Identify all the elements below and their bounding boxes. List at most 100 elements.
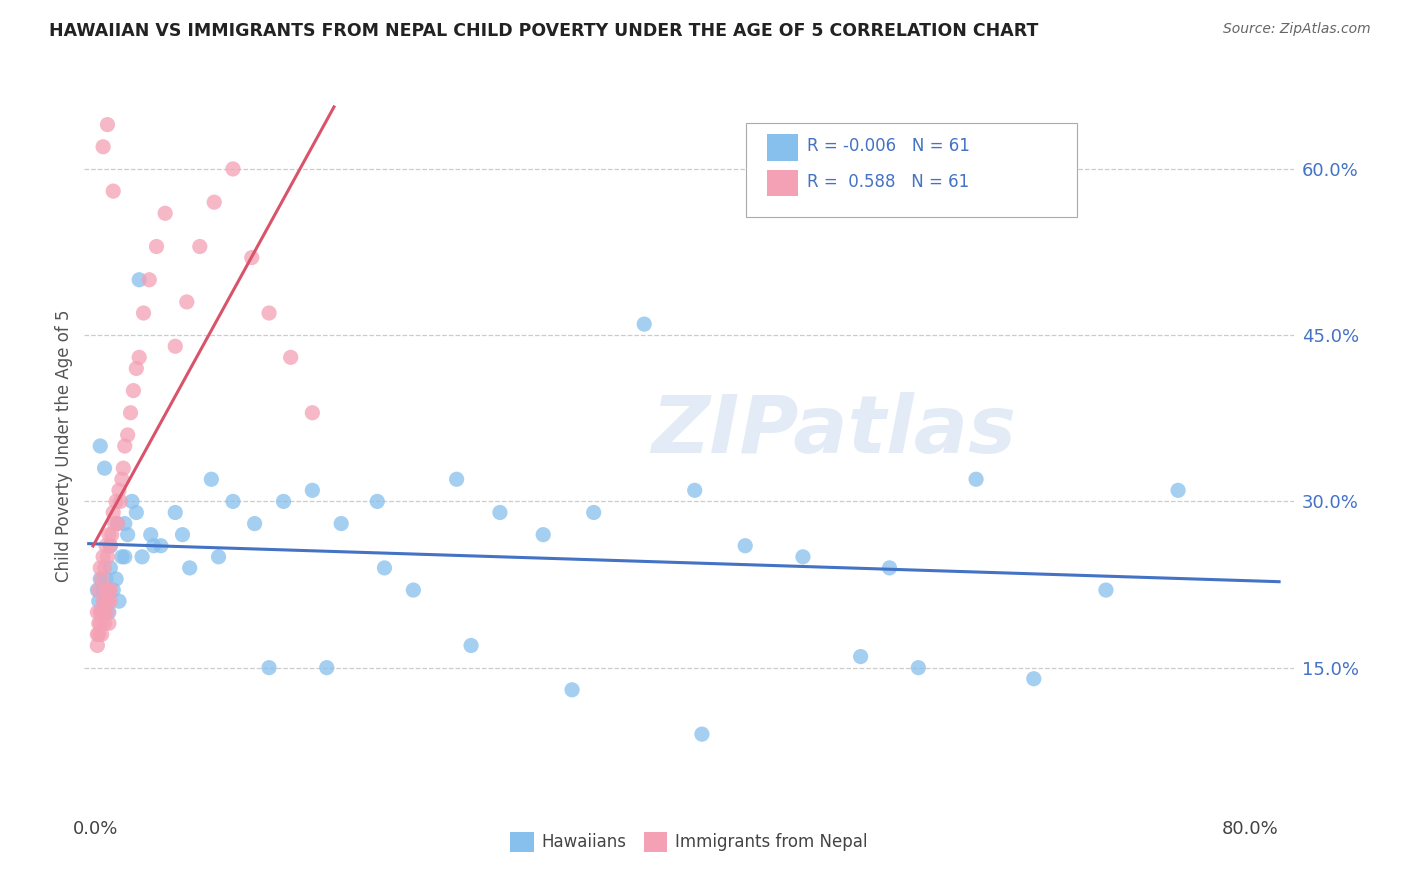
- Point: [86, 639, 108, 653]
- Point: [1167, 483, 1189, 498]
- Point: [94, 539, 117, 553]
- Point: [90, 605, 112, 619]
- Point: [207, 549, 229, 564]
- Point: [87, 583, 110, 598]
- Point: [114, 516, 136, 531]
- Text: HAWAIIAN VS IMMIGRANTS FROM NEPAL CHILD POVERTY UNDER THE AGE OF 5 CORRELATION C: HAWAIIAN VS IMMIGRANTS FROM NEPAL CHILD …: [49, 22, 1039, 40]
- Point: [165, 339, 187, 353]
- Point: [86, 627, 108, 641]
- Point: [121, 494, 143, 508]
- Text: R = -0.006   N = 61: R = -0.006 N = 61: [807, 137, 970, 155]
- Point: [86, 583, 108, 598]
- Point: [330, 516, 353, 531]
- Point: [122, 384, 145, 398]
- Point: [86, 605, 108, 619]
- Point: [93, 561, 115, 575]
- Point: [125, 506, 148, 520]
- Point: [460, 639, 482, 653]
- Point: [90, 627, 112, 641]
- Point: [690, 727, 713, 741]
- Point: [97, 583, 120, 598]
- Point: [111, 549, 134, 564]
- Point: [188, 239, 211, 253]
- Point: [103, 506, 125, 520]
- Point: [97, 605, 120, 619]
- Point: [98, 539, 121, 553]
- Point: [97, 616, 120, 631]
- Point: [90, 605, 112, 619]
- Point: [280, 351, 302, 365]
- Point: [1095, 583, 1118, 598]
- Text: Source: ZipAtlas.com: Source: ZipAtlas.com: [1223, 22, 1371, 37]
- Point: [87, 594, 110, 608]
- Point: [89, 561, 111, 575]
- Point: [114, 549, 136, 564]
- Point: [273, 494, 295, 508]
- Point: [366, 494, 388, 508]
- Point: [117, 527, 139, 541]
- Point: [792, 549, 814, 564]
- Point: [94, 572, 117, 586]
- Point: [132, 306, 155, 320]
- Point: [240, 251, 263, 265]
- Point: [153, 206, 176, 220]
- Text: R =  0.588   N = 61: R = 0.588 N = 61: [807, 173, 969, 191]
- Point: [91, 605, 114, 619]
- Point: [120, 406, 142, 420]
- Point: [734, 539, 756, 553]
- Point: [179, 561, 201, 575]
- Point: [849, 649, 872, 664]
- Point: [222, 494, 245, 508]
- Point: [128, 273, 150, 287]
- Point: [98, 561, 121, 575]
- Point: [112, 461, 135, 475]
- Point: [373, 561, 395, 575]
- Point: [257, 306, 280, 320]
- Point: [131, 549, 153, 564]
- Point: [98, 583, 121, 598]
- Point: [683, 483, 706, 498]
- Point: [96, 583, 118, 598]
- Point: [142, 539, 165, 553]
- Point: [222, 161, 245, 176]
- Point: [93, 605, 115, 619]
- Point: [243, 516, 266, 531]
- Point: [90, 572, 112, 586]
- Legend: Hawaiians, Immigrants from Nepal: Hawaiians, Immigrants from Nepal: [503, 826, 875, 858]
- Point: [301, 483, 323, 498]
- Point: [111, 472, 134, 486]
- Point: [107, 516, 129, 531]
- Point: [114, 439, 136, 453]
- Point: [138, 273, 160, 287]
- Point: [103, 184, 125, 198]
- Point: [907, 660, 929, 674]
- Point: [165, 506, 187, 520]
- Point: [93, 594, 115, 608]
- Point: [149, 539, 172, 553]
- Point: [100, 527, 122, 541]
- Y-axis label: Child Poverty Under the Age of 5: Child Poverty Under the Age of 5: [55, 310, 73, 582]
- Point: [96, 549, 118, 564]
- Point: [96, 605, 118, 619]
- Point: [257, 660, 280, 674]
- Point: [561, 682, 583, 697]
- Point: [98, 594, 121, 608]
- Point: [582, 506, 605, 520]
- Point: [176, 294, 198, 309]
- Point: [89, 439, 111, 453]
- Point: [139, 527, 162, 541]
- Point: [98, 539, 121, 553]
- Point: [93, 616, 115, 631]
- Point: [128, 351, 150, 365]
- Point: [94, 583, 117, 598]
- Point: [89, 616, 111, 631]
- Point: [89, 572, 111, 586]
- Point: [104, 516, 127, 531]
- Point: [117, 428, 139, 442]
- Point: [879, 561, 901, 575]
- Point: [87, 616, 110, 631]
- Point: [489, 506, 512, 520]
- Point: [91, 583, 114, 598]
- Point: [107, 516, 129, 531]
- Point: [145, 239, 167, 253]
